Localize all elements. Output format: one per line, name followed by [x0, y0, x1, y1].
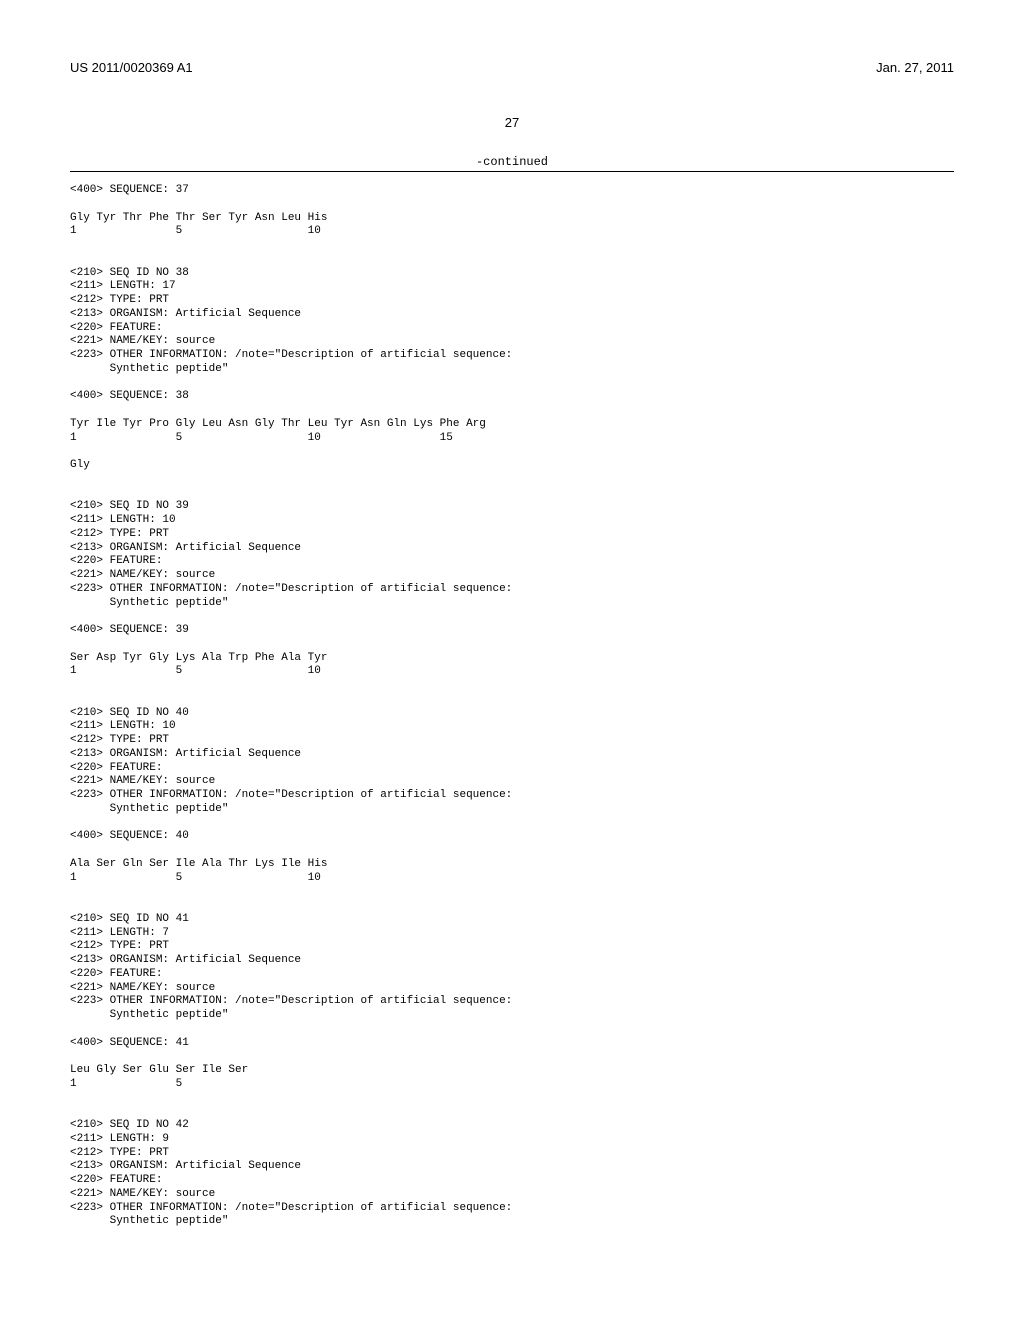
seq40-meta-4: <220> FEATURE: [70, 762, 162, 774]
seq39-numbers: 1 5 10 [70, 665, 321, 677]
seq38-meta-5: <221> NAME/KEY: source [70, 335, 215, 347]
seq38-meta-3: <213> ORGANISM: Artificial Sequence [70, 308, 301, 320]
publication-number: US 2011/0020369 A1 [70, 60, 193, 75]
seq37-header: <400> SEQUENCE: 37 [70, 184, 189, 196]
seq38-residues: Tyr Ile Tyr Pro Gly Leu Asn Gly Thr Leu … [70, 418, 486, 430]
seq38-meta-4: <220> FEATURE: [70, 322, 162, 334]
seq39-meta-0: <210> SEQ ID NO 39 [70, 500, 189, 512]
seq41-meta-2: <212> TYPE: PRT [70, 940, 169, 952]
seq40-meta-7: Synthetic peptide" [70, 803, 228, 815]
seq42-meta-6: <223> OTHER INFORMATION: /note="Descript… [70, 1202, 512, 1214]
sequence-listing-content: <400> SEQUENCE: 37 Gly Tyr Thr Phe Thr S… [70, 184, 954, 1229]
seq40-numbers: 1 5 10 [70, 872, 321, 884]
seq38-meta-7: Synthetic peptide" [70, 363, 228, 375]
seq40-meta-2: <212> TYPE: PRT [70, 734, 169, 746]
seq39-meta-5: <221> NAME/KEY: source [70, 569, 215, 581]
seq40-meta-5: <221> NAME/KEY: source [70, 775, 215, 787]
seq39-meta-4: <220> FEATURE: [70, 555, 162, 567]
seq37-numbers: 1 5 10 [70, 225, 321, 237]
seq40-meta-3: <213> ORGANISM: Artificial Sequence [70, 748, 301, 760]
seq42-meta-2: <212> TYPE: PRT [70, 1147, 169, 1159]
seq41-meta-7: Synthetic peptide" [70, 1009, 228, 1021]
seq40-meta-0: <210> SEQ ID NO 40 [70, 707, 189, 719]
publication-date: Jan. 27, 2011 [876, 60, 954, 75]
seq39-residues: Ser Asp Tyr Gly Lys Ala Trp Phe Ala Tyr [70, 652, 327, 664]
seq41-residues: Leu Gly Ser Glu Ser Ile Ser [70, 1064, 248, 1076]
seq38-meta-0: <210> SEQ ID NO 38 [70, 267, 189, 279]
seq40-header: <400> SEQUENCE: 40 [70, 830, 189, 842]
seq39-meta-2: <212> TYPE: PRT [70, 528, 169, 540]
seq41-meta-0: <210> SEQ ID NO 41 [70, 913, 189, 925]
seq37-residues: Gly Tyr Thr Phe Thr Ser Tyr Asn Leu His [70, 212, 327, 224]
seq38-header: <400> SEQUENCE: 38 [70, 390, 189, 402]
seq38-meta-1: <211> LENGTH: 17 [70, 280, 176, 292]
page-header: US 2011/0020369 A1 Jan. 27, 2011 [70, 60, 954, 75]
seq39-meta-3: <213> ORGANISM: Artificial Sequence [70, 542, 301, 554]
seq39-header: <400> SEQUENCE: 39 [70, 624, 189, 636]
seq42-meta-7: Synthetic peptide" [70, 1215, 228, 1227]
seq41-meta-4: <220> FEATURE: [70, 968, 162, 980]
seq38-residues2: Gly [70, 459, 90, 471]
divider [70, 171, 954, 172]
seq39-meta-1: <211> LENGTH: 10 [70, 514, 176, 526]
seq41-meta-6: <223> OTHER INFORMATION: /note="Descript… [70, 995, 512, 1007]
seq41-meta-1: <211> LENGTH: 7 [70, 927, 169, 939]
seq38-meta-6: <223> OTHER INFORMATION: /note="Descript… [70, 349, 512, 361]
seq42-meta-1: <211> LENGTH: 9 [70, 1133, 169, 1145]
page-number: 27 [70, 115, 954, 130]
continued-label: -continued [70, 155, 954, 169]
seq42-meta-5: <221> NAME/KEY: source [70, 1188, 215, 1200]
seq40-residues: Ala Ser Gln Ser Ile Ala Thr Lys Ile His [70, 858, 327, 870]
seq42-meta-3: <213> ORGANISM: Artificial Sequence [70, 1160, 301, 1172]
seq41-header: <400> SEQUENCE: 41 [70, 1037, 189, 1049]
seq40-meta-1: <211> LENGTH: 10 [70, 720, 176, 732]
seq41-meta-3: <213> ORGANISM: Artificial Sequence [70, 954, 301, 966]
seq39-meta-7: Synthetic peptide" [70, 597, 228, 609]
seq42-meta-0: <210> SEQ ID NO 42 [70, 1119, 189, 1131]
seq39-meta-6: <223> OTHER INFORMATION: /note="Descript… [70, 583, 512, 595]
seq42-meta-4: <220> FEATURE: [70, 1174, 162, 1186]
seq40-meta-6: <223> OTHER INFORMATION: /note="Descript… [70, 789, 512, 801]
seq38-meta-2: <212> TYPE: PRT [70, 294, 169, 306]
seq41-meta-5: <221> NAME/KEY: source [70, 982, 215, 994]
seq38-numbers: 1 5 10 15 [70, 432, 453, 444]
seq41-numbers: 1 5 [70, 1078, 182, 1090]
